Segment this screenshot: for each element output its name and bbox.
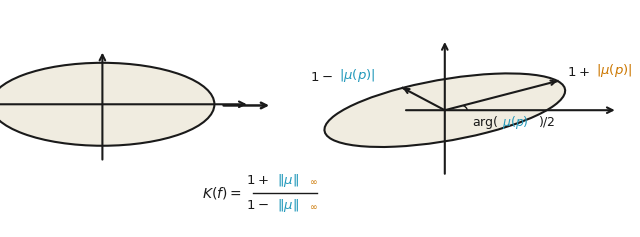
Text: $|\mu(p)|$: $|\mu(p)|$ — [596, 62, 632, 79]
Text: $\mu(p)$: $\mu(p)$ — [502, 114, 529, 132]
Text: $1 - $: $1 - $ — [310, 71, 332, 84]
Text: $_\infty$: $_\infty$ — [309, 174, 318, 187]
Text: $|\mu(p)|$: $|\mu(p)|$ — [339, 67, 375, 84]
Text: $K(f) = $: $K(f) = $ — [202, 185, 241, 201]
Text: $\|\mu\|$: $\|\mu\|$ — [277, 197, 299, 214]
Text: $1 + $: $1 + $ — [567, 66, 589, 79]
Text: $)/2$: $)/2$ — [538, 114, 555, 129]
Text: $\arg($: $\arg($ — [472, 114, 499, 132]
Circle shape — [0, 63, 214, 146]
Text: $1 + $: $1 + $ — [246, 174, 269, 187]
Text: $_\infty$: $_\infty$ — [309, 199, 318, 212]
Ellipse shape — [324, 73, 565, 147]
Text: $1 - $: $1 - $ — [246, 199, 269, 212]
Text: $\|\mu\|$: $\|\mu\|$ — [277, 172, 299, 189]
